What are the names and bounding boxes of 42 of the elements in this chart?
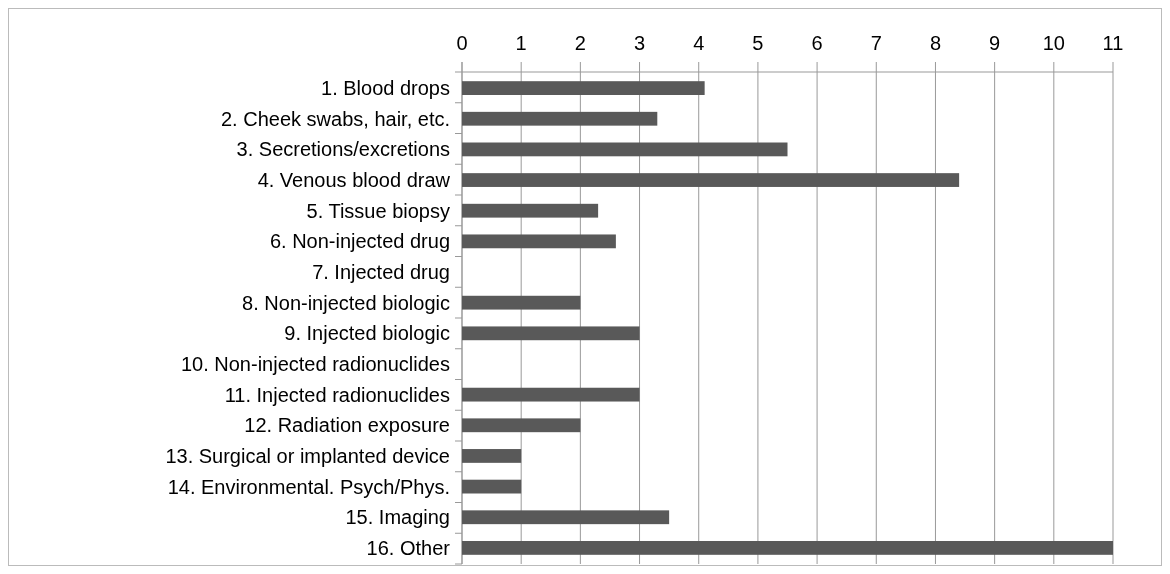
x-tick-label: 2 xyxy=(574,32,586,54)
y-tick-label: 7. Injected drug xyxy=(312,261,450,284)
x-tick-label: 1 xyxy=(515,32,527,54)
bar xyxy=(462,541,1113,555)
y-tick-label: 12. Radiation exposure xyxy=(244,414,450,437)
bar xyxy=(462,510,670,525)
bar xyxy=(462,295,581,310)
bar xyxy=(462,234,616,249)
y-tick-label: 5. Tissue biopsy xyxy=(306,199,450,222)
y-tick-label: 8. Non-injected biologic xyxy=(242,291,450,314)
x-tick-label: 11 xyxy=(1102,32,1124,54)
x-tick-label: 5 xyxy=(752,32,764,54)
x-tick-label: 4 xyxy=(693,32,705,54)
bar xyxy=(462,81,705,95)
bar xyxy=(462,173,960,187)
y-tick-label: 9. Injected biologic xyxy=(284,322,450,345)
y-tick-label: 11. Injected radionuclides xyxy=(224,383,450,406)
y-tick-label: 4. Venous blood draw xyxy=(257,169,451,192)
bar xyxy=(462,479,522,494)
y-tick-label: 6. Non-injected drug xyxy=(269,230,450,253)
x-tick-label: 3 xyxy=(633,32,646,54)
x-tick-label: 10 xyxy=(1042,32,1065,54)
y-tick-label: 13. Surgical or implanted device xyxy=(165,444,450,467)
y-tick-label: 3. Secretions/excretions xyxy=(236,138,450,161)
x-tick-label: 6 xyxy=(811,32,823,54)
y-tick-label: 1. Blood drops xyxy=(321,77,450,100)
x-tick-label: 7 xyxy=(870,32,882,54)
bar xyxy=(462,111,658,126)
bar xyxy=(462,142,788,157)
y-tick-label: 16. Other xyxy=(366,536,451,559)
bar xyxy=(462,387,640,402)
x-tick-label: 0 xyxy=(456,32,468,54)
x-tick-label: 8 xyxy=(929,32,942,54)
y-tick-label: 2. Cheek swabs, hair, etc. xyxy=(220,107,450,130)
y-tick-label: 10. Non-injected radionuclides xyxy=(180,352,450,375)
y-tick-label: 14. Environmental. Psych/Phys. xyxy=(167,475,450,498)
x-tick-label: 9 xyxy=(989,32,1001,54)
bar xyxy=(462,418,581,433)
bar xyxy=(462,203,599,218)
bar xyxy=(462,326,640,341)
y-tick-label: 15. Imaging xyxy=(345,506,450,529)
bar xyxy=(462,449,522,463)
